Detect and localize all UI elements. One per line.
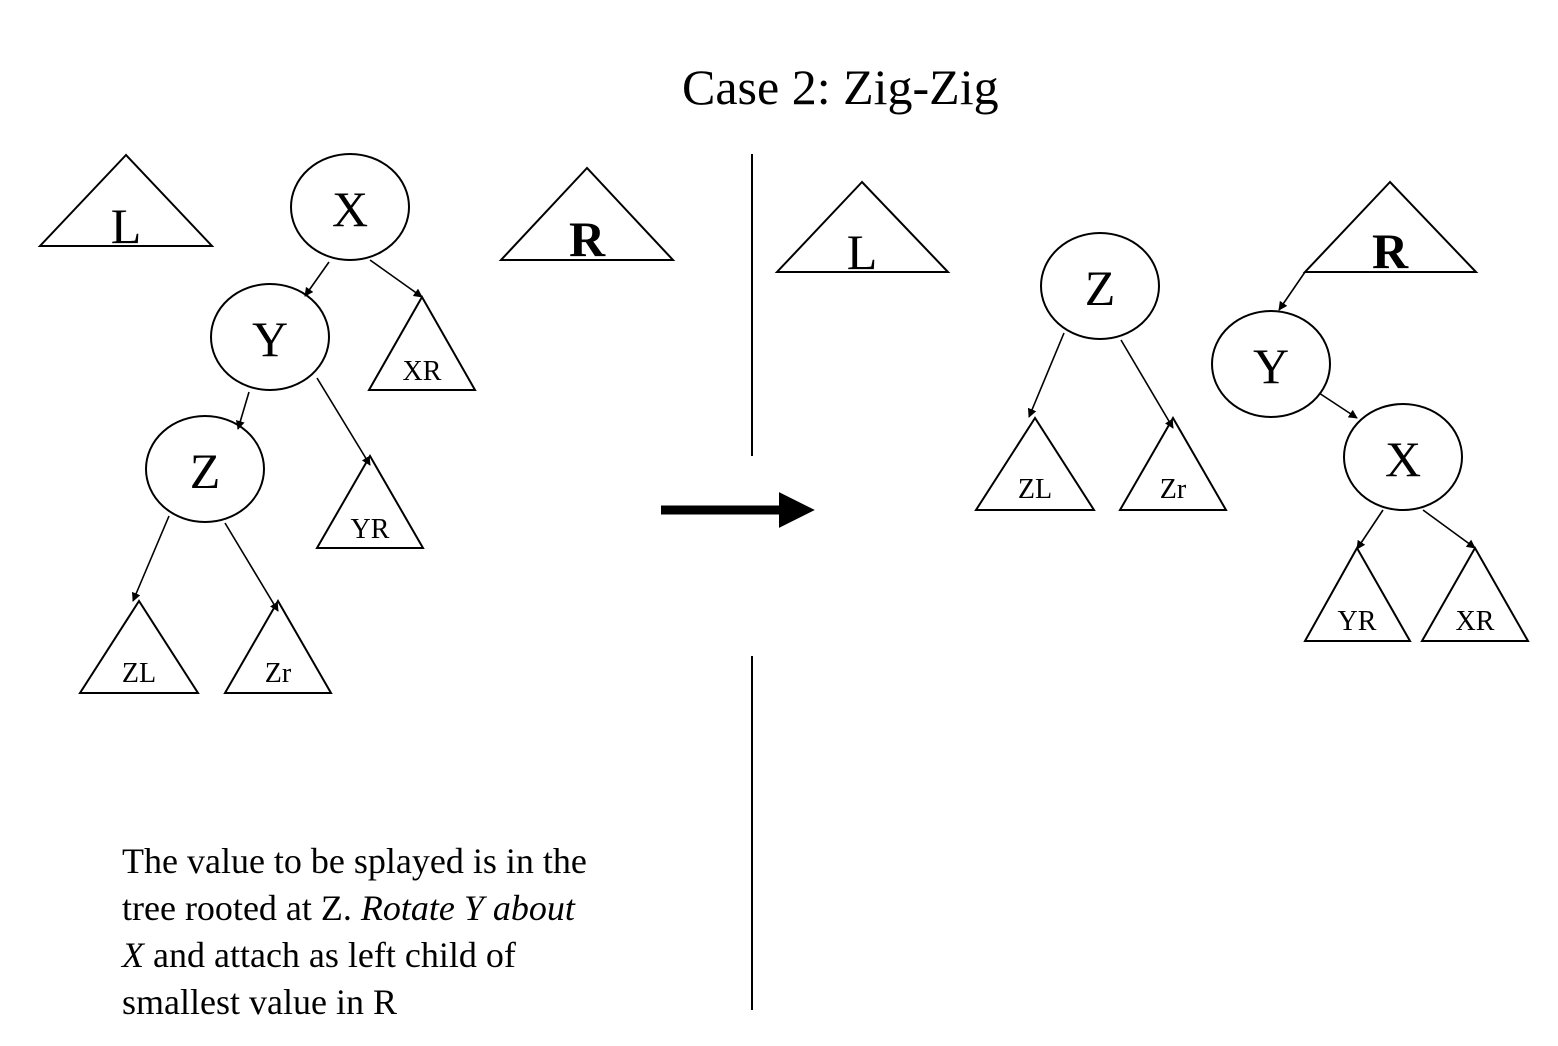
after-left-subtree: L bbox=[774, 180, 951, 280]
before-edge-z-zl bbox=[132, 515, 170, 602]
after-node-z-label: Z bbox=[1085, 260, 1116, 316]
before-edge-z-zr bbox=[224, 522, 279, 612]
before-edge-y-z bbox=[235, 391, 250, 430]
after-subtree-zl-label: ZL bbox=[1018, 474, 1052, 505]
after-edge-z-zl bbox=[1027, 332, 1065, 418]
before-right-subtree-label: R bbox=[569, 211, 606, 267]
caption-part-3: and attach as left child of smallest val… bbox=[122, 935, 516, 1022]
before-node-y: Y bbox=[210, 283, 330, 391]
diagram-title: Case 2: Zig-Zig bbox=[682, 59, 999, 115]
before-subtree-zr: Zr bbox=[223, 598, 333, 694]
after-subtree-yr-label: YR bbox=[1338, 606, 1377, 637]
before-subtree-zl-label: ZL bbox=[122, 658, 156, 689]
after-left-subtree-label: L bbox=[847, 224, 878, 280]
before-node-x-label: X bbox=[332, 181, 368, 237]
after-node-x-label: X bbox=[1385, 431, 1421, 487]
after-subtree-yr: YR bbox=[1303, 545, 1412, 642]
before-node-x: X bbox=[290, 153, 410, 261]
after-node-y-label: Y bbox=[1253, 338, 1289, 394]
caption-text: The value to be splayed is in the tree r… bbox=[122, 838, 592, 1026]
before-tree: L R X Y Z XR YR ZL bbox=[37, 153, 676, 694]
before-left-subtree-label: L bbox=[111, 198, 142, 254]
after-edge-z-zr bbox=[1120, 339, 1174, 429]
after-subtree-zr: Zr bbox=[1118, 415, 1228, 511]
after-tree: L R Z Y X ZL Zr YR bbox=[774, 180, 1530, 642]
after-node-z: Z bbox=[1040, 232, 1160, 340]
after-edge-y-x bbox=[1318, 392, 1358, 419]
after-edge-x-xr bbox=[1422, 509, 1476, 549]
after-node-x: X bbox=[1343, 403, 1463, 511]
before-subtree-yr-label: YR bbox=[351, 514, 390, 545]
after-node-y: Y bbox=[1211, 310, 1331, 418]
before-node-z-label: Z bbox=[190, 443, 221, 499]
before-left-subtree: L bbox=[37, 153, 215, 254]
before-right-subtree: R bbox=[498, 166, 676, 267]
after-right-subtree: R bbox=[1302, 180, 1479, 279]
before-node-y-label: Y bbox=[252, 311, 288, 367]
before-subtree-yr: YR bbox=[315, 453, 425, 549]
before-node-z: Z bbox=[145, 415, 265, 523]
after-right-subtree-label: R bbox=[1372, 223, 1409, 279]
caption-part-2-italic: Rotate Y about X bbox=[122, 888, 575, 975]
before-edge-y-yr bbox=[316, 377, 371, 466]
after-edge-r-y bbox=[1278, 271, 1306, 311]
before-edge-x-y bbox=[304, 261, 330, 297]
before-subtree-xr: XR bbox=[367, 294, 477, 391]
before-subtree-xr-label: XR bbox=[403, 356, 442, 387]
after-edge-x-yr bbox=[1356, 509, 1384, 550]
after-subtree-xr: XR bbox=[1420, 545, 1530, 642]
after-subtree-zr-label: Zr bbox=[1160, 474, 1187, 505]
caption-part-1: The value to be splayed is in the tree r… bbox=[122, 841, 587, 928]
before-edge-x-xr bbox=[369, 259, 423, 298]
before-subtree-zl: ZL bbox=[78, 599, 200, 694]
before-subtree-zr-label: Zr bbox=[265, 658, 292, 689]
after-subtree-xr-label: XR bbox=[1456, 606, 1495, 637]
after-subtree-zl: ZL bbox=[974, 416, 1096, 511]
